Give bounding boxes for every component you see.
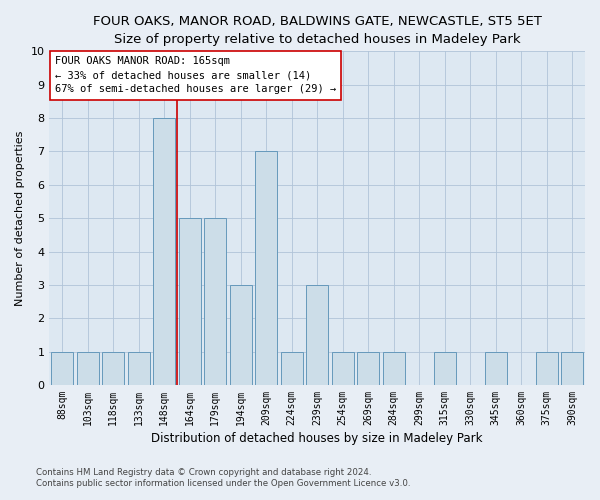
Bar	[230, 285, 251, 385]
Bar	[536, 352, 557, 385]
X-axis label: Distribution of detached houses by size in Madeley Park: Distribution of detached houses by size …	[151, 432, 483, 445]
Bar	[562, 352, 583, 385]
Bar	[128, 352, 149, 385]
Bar	[52, 352, 73, 385]
Bar	[434, 352, 455, 385]
Bar	[103, 352, 124, 385]
Title: FOUR OAKS, MANOR ROAD, BALDWINS GATE, NEWCASTLE, ST5 5ET
Size of property relati: FOUR OAKS, MANOR ROAD, BALDWINS GATE, NE…	[93, 15, 542, 46]
Bar	[205, 218, 226, 385]
Bar	[179, 218, 200, 385]
Bar	[358, 352, 379, 385]
Y-axis label: Number of detached properties: Number of detached properties	[15, 130, 25, 306]
Bar	[154, 118, 175, 385]
Bar	[307, 285, 328, 385]
Bar	[256, 152, 277, 385]
Text: Contains HM Land Registry data © Crown copyright and database right 2024.
Contai: Contains HM Land Registry data © Crown c…	[36, 468, 410, 487]
Bar	[332, 352, 353, 385]
Bar	[383, 352, 404, 385]
Text: FOUR OAKS MANOR ROAD: 165sqm
← 33% of detached houses are smaller (14)
67% of se: FOUR OAKS MANOR ROAD: 165sqm ← 33% of de…	[55, 56, 336, 94]
Bar	[77, 352, 98, 385]
Bar	[485, 352, 506, 385]
Bar	[281, 352, 302, 385]
